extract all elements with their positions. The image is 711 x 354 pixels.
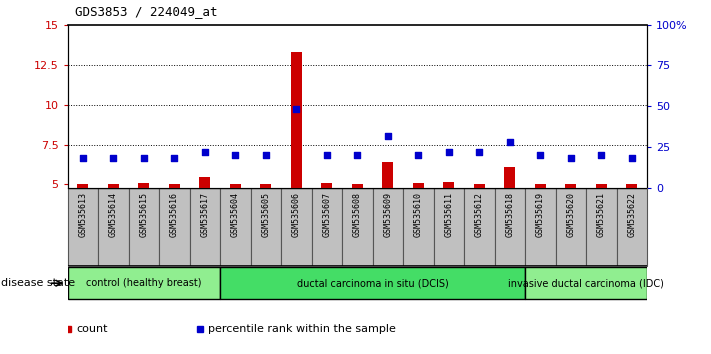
Point: [77, 155, 88, 161]
Point: [260, 152, 272, 158]
Bar: [139, 183, 149, 188]
Bar: [383, 162, 393, 188]
Text: GSM535608: GSM535608: [353, 192, 362, 236]
Text: GSM535613: GSM535613: [78, 192, 87, 236]
Text: GSM535604: GSM535604: [231, 192, 240, 236]
Text: GSM535621: GSM535621: [597, 192, 606, 236]
Bar: [565, 184, 576, 188]
Bar: [281, 188, 311, 266]
Bar: [311, 188, 342, 266]
Bar: [616, 188, 647, 266]
Point: [169, 155, 180, 161]
Bar: [464, 188, 495, 266]
Bar: [413, 183, 424, 188]
Bar: [98, 188, 129, 266]
Bar: [250, 188, 281, 266]
Point: [199, 149, 210, 155]
Bar: [108, 184, 119, 188]
Bar: [403, 188, 434, 266]
Text: GSM535605: GSM535605: [261, 192, 270, 236]
Text: control (healthy breast): control (healthy breast): [86, 278, 201, 288]
Bar: [373, 188, 403, 266]
Text: GSM535615: GSM535615: [139, 192, 149, 236]
Text: GSM535618: GSM535618: [506, 192, 514, 236]
Bar: [291, 52, 301, 188]
Bar: [129, 188, 159, 266]
Bar: [444, 182, 454, 188]
Text: percentile rank within the sample: percentile rank within the sample: [208, 324, 396, 334]
Text: GSM535609: GSM535609: [383, 192, 392, 236]
Bar: [596, 184, 606, 188]
Point: [291, 107, 302, 112]
Point: [474, 149, 485, 155]
Bar: [434, 188, 464, 266]
Bar: [352, 184, 363, 188]
Point: [382, 133, 393, 138]
Text: GSM535614: GSM535614: [109, 192, 118, 236]
Point: [596, 152, 607, 158]
Point: [107, 155, 119, 161]
Text: GSM535622: GSM535622: [627, 192, 636, 236]
Point: [504, 139, 515, 145]
Bar: [260, 184, 271, 188]
Bar: [77, 184, 88, 188]
Text: disease state: disease state: [1, 278, 75, 288]
Bar: [190, 188, 220, 266]
Point: [565, 155, 577, 161]
Text: GSM535612: GSM535612: [475, 192, 483, 236]
Text: GSM535610: GSM535610: [414, 192, 423, 236]
Bar: [535, 184, 545, 188]
Bar: [220, 267, 525, 299]
Bar: [159, 188, 190, 266]
Point: [412, 152, 424, 158]
Text: ductal carcinoma in situ (DCIS): ductal carcinoma in situ (DCIS): [296, 278, 449, 288]
Point: [535, 152, 546, 158]
Bar: [525, 188, 555, 266]
Bar: [321, 183, 332, 188]
Bar: [230, 184, 240, 188]
Bar: [200, 177, 210, 188]
Point: [321, 152, 333, 158]
Bar: [220, 188, 250, 266]
Text: GSM535617: GSM535617: [201, 192, 209, 236]
Point: [626, 155, 638, 161]
Point: [443, 149, 454, 155]
Bar: [525, 267, 647, 299]
Text: invasive ductal carcinoma (IDC): invasive ductal carcinoma (IDC): [508, 278, 664, 288]
Text: GSM535611: GSM535611: [444, 192, 454, 236]
Bar: [169, 184, 180, 188]
Text: GSM535616: GSM535616: [170, 192, 178, 236]
Bar: [474, 184, 485, 188]
Text: GSM535619: GSM535619: [536, 192, 545, 236]
Text: GSM535606: GSM535606: [292, 192, 301, 236]
Bar: [68, 267, 220, 299]
Bar: [626, 184, 637, 188]
Bar: [68, 188, 98, 266]
Bar: [555, 188, 586, 266]
Point: [138, 155, 149, 161]
Bar: [342, 188, 373, 266]
Text: GSM535620: GSM535620: [566, 192, 575, 236]
Bar: [504, 167, 515, 188]
Text: count: count: [76, 324, 108, 334]
Text: GSM535607: GSM535607: [322, 192, 331, 236]
Bar: [586, 188, 616, 266]
Point: [351, 152, 363, 158]
Bar: [495, 188, 525, 266]
Text: GDS3853 / 224049_at: GDS3853 / 224049_at: [75, 5, 217, 18]
Point: [230, 152, 241, 158]
